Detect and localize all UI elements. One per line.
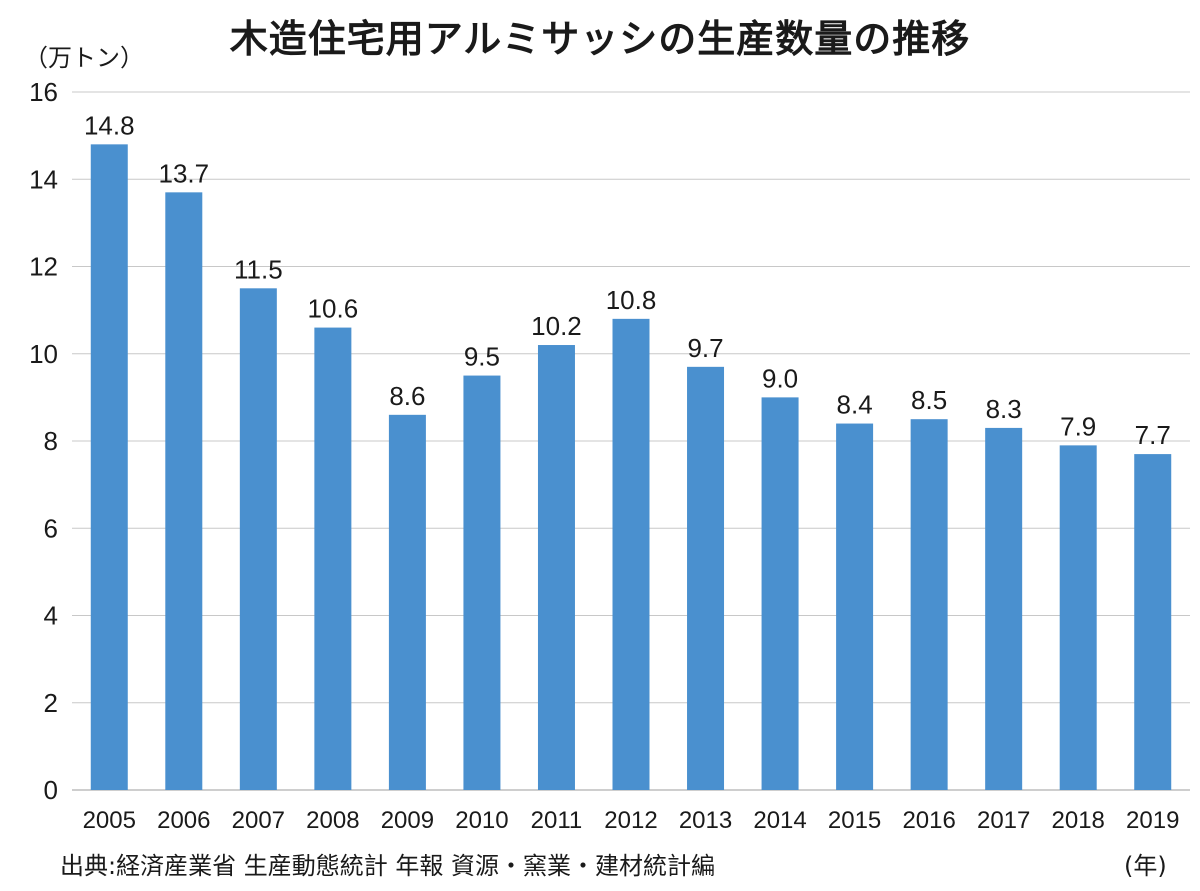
bar — [836, 423, 874, 790]
data-label: 13.7 — [158, 158, 209, 188]
bar — [537, 345, 575, 790]
data-label: 10.6 — [308, 294, 359, 324]
x-tick-label: 2016 — [902, 807, 955, 834]
x-tick-label: 2018 — [1052, 807, 1105, 834]
x-tick-label: 2005 — [83, 807, 136, 834]
bar — [314, 327, 352, 790]
y-axis-unit-label: （万トン） — [24, 44, 144, 72]
data-label: 9.5 — [464, 342, 500, 372]
bar — [761, 397, 799, 790]
x-tick-label: 2008 — [306, 807, 359, 834]
data-label: 10.8 — [606, 285, 657, 315]
data-label: 8.6 — [389, 381, 425, 411]
x-tick-label: 2011 — [531, 807, 583, 834]
x-tick-label: 2017 — [977, 807, 1030, 834]
bar — [463, 375, 501, 790]
y-tick-label: 10 — [29, 339, 58, 369]
data-label: 7.9 — [1060, 411, 1096, 441]
data-label: 8.5 — [911, 385, 947, 415]
source-note: 出典:経済産業省 生産動態統計 年報 資源・窯業・建材統計編 — [60, 852, 715, 880]
x-tick-label: 2019 — [1126, 807, 1179, 834]
x-tick-label: 2007 — [232, 807, 285, 834]
x-tick-label: 2014 — [753, 807, 806, 834]
data-label: 14.8 — [84, 110, 135, 140]
data-label: 9.7 — [687, 333, 723, 363]
bar — [985, 427, 1023, 790]
y-tick-label: 4 — [44, 601, 58, 631]
y-tick-label: 6 — [44, 513, 58, 543]
x-axis-unit-label: (年) — [1124, 852, 1167, 880]
data-label: 8.3 — [986, 394, 1022, 424]
data-label: 9.0 — [762, 363, 798, 393]
y-tick-label: 14 — [29, 164, 58, 194]
chart-title: 木造住宅用アルミサッシの生産数量の推移 — [229, 17, 971, 61]
bar — [388, 414, 426, 790]
bar — [1059, 445, 1097, 790]
data-label: 10.2 — [531, 311, 582, 341]
x-tick-label: 2012 — [604, 807, 657, 834]
x-tick-label: 2009 — [381, 807, 434, 834]
y-tick-label: 8 — [44, 426, 58, 456]
y-tick-label: 0 — [44, 775, 58, 805]
bar — [1134, 454, 1172, 790]
data-label: 11.5 — [234, 254, 283, 284]
data-label: 8.4 — [837, 390, 873, 420]
x-tick-label: 2010 — [455, 807, 508, 834]
x-tick-label: 2013 — [679, 807, 732, 834]
data-label: 7.7 — [1135, 420, 1171, 450]
x-tick-label: 2006 — [157, 807, 210, 834]
bar — [165, 192, 203, 790]
y-tick-label: 16 — [29, 77, 58, 107]
bar — [90, 144, 128, 791]
bar — [612, 318, 650, 790]
y-tick-label: 12 — [29, 252, 58, 282]
bar — [687, 366, 725, 790]
x-tick-label: 2015 — [828, 807, 881, 834]
bar — [239, 288, 277, 790]
y-tick-label: 2 — [44, 688, 58, 718]
bar — [910, 419, 948, 790]
